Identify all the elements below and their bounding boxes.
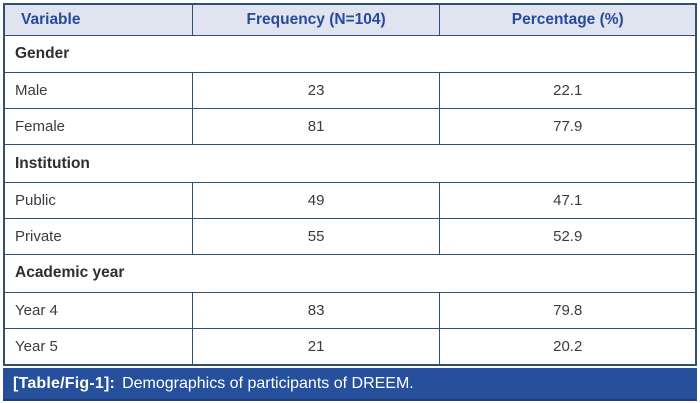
cell-frequency: 23	[191, 72, 441, 110]
table-row: Public 49 47.1	[3, 182, 697, 219]
cell-variable: Female	[3, 108, 193, 146]
cell-variable: Year 4	[3, 291, 193, 329]
cell-percentage: 47.1	[439, 182, 697, 219]
header-variable: Variable	[3, 3, 193, 36]
cell-frequency: 49	[191, 182, 441, 219]
table-row: Male 23 22.1	[3, 72, 697, 110]
cell-variable: Public	[3, 182, 193, 219]
cell-variable: Male	[3, 72, 193, 110]
cell-percentage: 79.8	[439, 291, 697, 329]
section-row-gender: Gender	[3, 34, 697, 74]
section-row-academic-year: Academic year	[3, 253, 697, 293]
cell-percentage: 77.9	[439, 108, 697, 146]
cell-frequency: 81	[191, 108, 441, 146]
table-row: Year 4 83 79.8	[3, 291, 697, 329]
caption-text: Demographics of participants of DREEM.	[122, 374, 414, 392]
demographics-table: Variable Frequency (N=104) Percentage (%…	[3, 3, 697, 366]
table-row: Female 81 77.9	[3, 108, 697, 146]
section-row-institution: Institution	[3, 144, 697, 184]
cell-percentage: 52.9	[439, 217, 697, 255]
section-title: Gender	[3, 34, 697, 74]
header-frequency: Frequency (N=104)	[191, 3, 441, 36]
caption-label: [Table/Fig-1]:	[13, 374, 116, 392]
table-row: Private 55 52.9	[3, 217, 697, 255]
cell-variable: Year 5	[3, 327, 193, 366]
cell-frequency: 83	[191, 291, 441, 329]
cell-percentage: 22.1	[439, 72, 697, 110]
cell-variable: Private	[3, 217, 193, 255]
cell-percentage: 20.2	[439, 327, 697, 366]
section-title: Academic year	[3, 253, 697, 293]
section-title: Institution	[3, 144, 697, 184]
cell-frequency: 55	[191, 217, 441, 255]
table-header-row: Variable Frequency (N=104) Percentage (%…	[3, 3, 697, 36]
table-row: Year 5 21 20.2	[3, 327, 697, 366]
table-caption-bar: [Table/Fig-1]: Demographics of participa…	[3, 368, 697, 401]
cell-frequency: 21	[191, 327, 441, 366]
header-percentage: Percentage (%)	[439, 3, 697, 36]
